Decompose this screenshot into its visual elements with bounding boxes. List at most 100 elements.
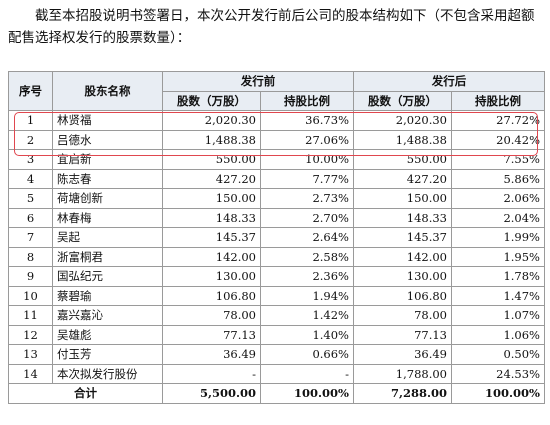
cell-after-shares: 77.13 <box>353 324 452 345</box>
cell-before-shares: 1,488.38 <box>162 129 261 150</box>
table-row: 3 宜启新 550.00 10.00% 550.00 7.55% <box>8 149 545 170</box>
cell-name: 国弘纪元 <box>52 266 163 287</box>
cell-after-shares: 130.00 <box>353 266 452 287</box>
header-before: 发行前 <box>162 71 354 92</box>
cell-before-shares: 130.00 <box>162 266 261 287</box>
cell-after-shares: 78.00 <box>353 305 452 326</box>
table-row: 7 吴起 145.37 2.64% 145.37 1.99% <box>8 227 545 248</box>
cell-before-shares: 2,020.30 <box>162 110 261 131</box>
table-row: 4 陈志春 427.20 7.77% 427.20 5.86% <box>8 168 545 189</box>
cell-after-shares: 427.20 <box>353 168 452 189</box>
header-after: 发行后 <box>353 71 545 92</box>
cell-before-shares: 106.80 <box>162 285 261 306</box>
cell-name: 付玉芳 <box>52 344 163 365</box>
header-after-ratio: 持股比例 <box>451 90 545 111</box>
cell-after-shares: 1,788.00 <box>353 363 452 384</box>
cell-after-ratio: 27.72% <box>451 110 545 131</box>
cell-after-shares: 106.80 <box>353 285 452 306</box>
table-row: 5 荷塘创新 150.00 2.73% 150.00 2.06% <box>8 188 545 209</box>
total-before-ratio: 100.00% <box>260 383 354 404</box>
cell-seq: 9 <box>8 266 53 287</box>
cell-seq: 2 <box>8 129 53 150</box>
cell-after-ratio: 1.78% <box>451 266 545 287</box>
cell-seq: 7 <box>8 227 53 248</box>
table-row: 1 林贤福 2,020.30 36.73% 2,020.30 27.72% <box>8 110 545 131</box>
cell-before-shares: 142.00 <box>162 246 261 267</box>
intro-paragraph: 截至本招股说明书签署日，本次公开发行前后公司的股本结构如下（不包含采用超额配售选… <box>8 5 544 49</box>
cell-name: 荷塘创新 <box>52 188 163 209</box>
cell-seq: 4 <box>8 168 53 189</box>
total-label: 合计 <box>8 383 163 404</box>
cell-seq: 14 <box>8 363 53 384</box>
total-after-shares: 7,288.00 <box>353 383 452 404</box>
header-seq: 序号 <box>8 71 53 111</box>
cell-before-ratio: 2.36% <box>260 266 354 287</box>
cell-before-ratio: 1.42% <box>260 305 354 326</box>
cell-before-ratio: 2.73% <box>260 188 354 209</box>
cell-after-shares: 1,488.38 <box>353 129 452 150</box>
cell-after-ratio: 5.86% <box>451 168 545 189</box>
cell-before-ratio: 0.66% <box>260 344 354 365</box>
cell-after-ratio: 1.99% <box>451 227 545 248</box>
cell-after-ratio: 1.07% <box>451 305 545 326</box>
table-row: 13 付玉芳 36.49 0.66% 36.49 0.50% <box>8 344 545 365</box>
cell-before-ratio: 10.00% <box>260 149 354 170</box>
cell-after-ratio: 1.47% <box>451 285 545 306</box>
cell-before-shares: 145.37 <box>162 227 261 248</box>
cell-before-shares: 550.00 <box>162 149 261 170</box>
cell-seq: 12 <box>8 324 53 345</box>
cell-seq: 8 <box>8 246 53 267</box>
cell-name: 陈志春 <box>52 168 163 189</box>
cell-before-ratio: 1.40% <box>260 324 354 345</box>
cell-before-ratio: 2.70% <box>260 207 354 228</box>
cell-before-shares: 427.20 <box>162 168 261 189</box>
cell-name: 林春梅 <box>52 207 163 228</box>
cell-name: 浙富桐君 <box>52 246 163 267</box>
cell-before-ratio: 2.64% <box>260 227 354 248</box>
table-row: 14 本次拟发行股份 - -1,788.00 24.53% <box>8 363 545 384</box>
cell-seq: 1 <box>8 110 53 131</box>
cell-after-ratio: 2.06% <box>451 188 545 209</box>
cell-name: 宜启新 <box>52 149 163 170</box>
cell-after-ratio: 2.04% <box>451 207 545 228</box>
table-row: 10 蔡碧瑜 106.80 1.94% 106.80 1.47% <box>8 285 545 306</box>
cell-before-shares: 150.00 <box>162 188 261 209</box>
cell-before-ratio: 2.58% <box>260 246 354 267</box>
table-row: 12 吴雄彪 77.13 1.40% 77.13 1.06% <box>8 324 545 345</box>
table-row: 11 嘉兴嘉沁 78.00 1.42% 78.00 1.07% <box>8 305 545 326</box>
cell-before-ratio: 1.94% <box>260 285 354 306</box>
cell-name: 嘉兴嘉沁 <box>52 305 163 326</box>
cell-after-shares: 36.49 <box>353 344 452 365</box>
cell-before-shares: 77.13 <box>162 324 261 345</box>
cell-after-shares: 142.00 <box>353 246 452 267</box>
cell-name: 蔡碧瑜 <box>52 285 163 306</box>
cell-after-shares: 148.33 <box>353 207 452 228</box>
cell-seq: 11 <box>8 305 53 326</box>
table-row: 2 吕德水 1,488.38 27.06% 1,488.38 20.42% <box>8 129 545 150</box>
cell-after-shares: 550.00 <box>353 149 452 170</box>
total-before-shares: 5,500.00 <box>162 383 261 404</box>
header-before-shares: 股数（万股） <box>162 90 261 111</box>
cell-name: 本次拟发行股份 <box>52 363 163 384</box>
cell-before-ratio: 27.06% <box>260 129 354 150</box>
cell-before-ratio: 7.77% <box>260 168 354 189</box>
cell-after-shares: 145.37 <box>353 227 452 248</box>
share-structure-table: 序号 股东名称 发行前 发行后 股数（万股） 持股比例 股数（万股） 持股比例 … <box>8 71 545 404</box>
cell-after-ratio: 24.53% <box>451 363 545 384</box>
cell-name: 吴雄彪 <box>52 324 163 345</box>
header-name: 股东名称 <box>52 71 163 111</box>
header-after-shares: 股数（万股） <box>353 90 452 111</box>
cell-after-ratio: 0.50% <box>451 344 545 365</box>
cell-after-ratio: 7.55% <box>451 149 545 170</box>
intro-text: 截至本招股说明书签署日，本次公开发行前后公司的股本结构如下（不包含采用超额配售选… <box>8 8 535 46</box>
total-after-ratio: 100.00% <box>451 383 545 404</box>
cell-name: 吕德水 <box>52 129 163 150</box>
header-before-ratio: 持股比例 <box>260 90 354 111</box>
table-row: 9 国弘纪元 130.00 2.36% 130.00 1.78% <box>8 266 545 287</box>
cell-name: 吴起 <box>52 227 163 248</box>
cell-after-ratio: 1.95% <box>451 246 545 267</box>
cell-after-ratio: 1.06% <box>451 324 545 345</box>
cell-seq: 10 <box>8 285 53 306</box>
cell-before-ratio: 36.73% <box>260 110 354 131</box>
cell-before-shares: 148.33 <box>162 207 261 228</box>
